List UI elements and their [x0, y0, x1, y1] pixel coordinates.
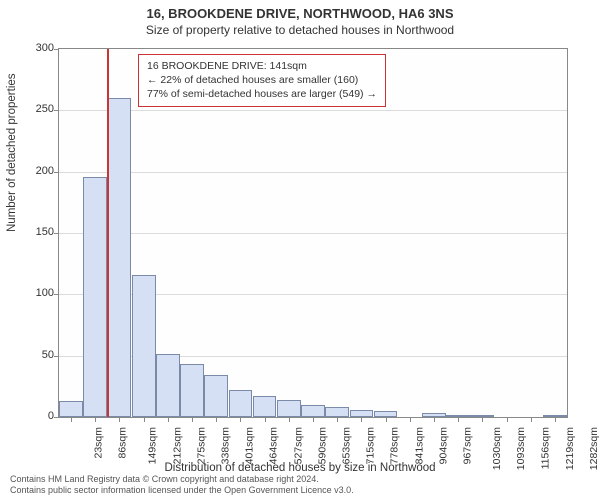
xtick-label: 590sqm	[316, 427, 328, 464]
xtick-label: 401sqm	[244, 427, 256, 464]
xtick-mark	[386, 417, 387, 422]
histogram-bar	[83, 177, 107, 417]
xtick-mark	[265, 417, 266, 422]
xtick-mark	[240, 417, 241, 422]
histogram-bar	[180, 364, 204, 417]
xtick-label: 527sqm	[292, 427, 304, 464]
titles: 16, BROOKDENE DRIVE, NORTHWOOD, HA6 3NS …	[0, 0, 600, 37]
xtick-label: 715sqm	[365, 427, 377, 464]
xtick-label: 338sqm	[219, 427, 231, 464]
xtick-mark	[410, 417, 411, 422]
ytick-label: 150	[14, 226, 54, 238]
title-subtitle: Size of property relative to detached ho…	[0, 23, 600, 37]
histogram-bar	[59, 401, 83, 417]
ytick-label: 200	[14, 165, 54, 177]
ytick-mark	[54, 49, 59, 50]
xtick-mark	[71, 417, 72, 422]
xtick-mark	[337, 417, 338, 422]
xtick-mark	[289, 417, 290, 422]
xtick-mark	[216, 417, 217, 422]
xtick-mark	[95, 417, 96, 422]
histogram-bar	[204, 375, 228, 417]
ytick-mark	[54, 233, 59, 234]
ytick-mark	[54, 294, 59, 295]
histogram-bar	[253, 396, 277, 417]
xtick-mark	[555, 417, 556, 422]
xtick-mark	[192, 417, 193, 422]
xtick-label: 778sqm	[389, 427, 401, 464]
xtick-label: 904sqm	[437, 427, 449, 464]
ytick-mark	[54, 356, 59, 357]
xtick-label: 653sqm	[340, 427, 352, 464]
y-axis-label: Number of detached properties	[6, 73, 18, 232]
xtick-label: 23sqm	[93, 427, 105, 459]
attribution-footer: Contains HM Land Registry data © Crown c…	[10, 474, 354, 496]
ytick-mark	[54, 417, 59, 418]
xtick-mark	[531, 417, 532, 422]
histogram-bar	[132, 275, 156, 417]
xtick-label: 212sqm	[171, 427, 183, 464]
histogram-bar	[156, 354, 180, 417]
xtick-mark	[482, 417, 483, 422]
gridline	[59, 110, 567, 111]
title-address: 16, BROOKDENE DRIVE, NORTHWOOD, HA6 3NS	[0, 6, 600, 21]
annotation-line: 16 BROOKDENE DRIVE: 141sqm	[147, 59, 377, 73]
histogram-bar	[350, 410, 374, 417]
annotation-line: 77% of semi-detached houses are larger (…	[147, 87, 377, 101]
xtick-mark	[507, 417, 508, 422]
histogram-bar	[301, 405, 325, 417]
xtick-label: 86sqm	[117, 427, 129, 459]
xtick-label: 841sqm	[413, 427, 425, 464]
xtick-label: 275sqm	[195, 427, 207, 464]
ytick-mark	[54, 110, 59, 111]
xtick-mark	[313, 417, 314, 422]
ytick-label: 300	[14, 42, 54, 54]
ytick-label: 0	[14, 410, 54, 422]
ytick-mark	[54, 172, 59, 173]
xtick-label: 464sqm	[268, 427, 280, 464]
gridline	[59, 233, 567, 234]
histogram-bar	[325, 407, 349, 417]
footer-line-1: Contains HM Land Registry data © Crown c…	[10, 474, 354, 485]
xtick-label: 149sqm	[147, 427, 159, 464]
chart-container: 16, BROOKDENE DRIVE, NORTHWOOD, HA6 3NS …	[0, 0, 600, 500]
ytick-label: 100	[14, 287, 54, 299]
xtick-mark	[434, 417, 435, 422]
xtick-mark	[361, 417, 362, 422]
xtick-mark	[144, 417, 145, 422]
ytick-label: 250	[14, 103, 54, 115]
annotation-box: 16 BROOKDENE DRIVE: 141sqm← 22% of detac…	[138, 54, 386, 107]
histogram-bar	[277, 400, 301, 417]
property-marker-line	[107, 49, 109, 417]
histogram-bar	[108, 98, 132, 417]
x-axis-label: Distribution of detached houses by size …	[0, 462, 600, 474]
xtick-mark	[119, 417, 120, 422]
footer-line-2: Contains public sector information licen…	[10, 485, 354, 496]
xtick-mark	[168, 417, 169, 422]
annotation-line: ← 22% of detached houses are smaller (16…	[147, 73, 377, 87]
xtick-mark	[458, 417, 459, 422]
histogram-bar	[229, 390, 253, 417]
ytick-label: 50	[14, 349, 54, 361]
plot-area: 23sqm86sqm149sqm212sqm275sqm338sqm401sqm…	[58, 48, 568, 418]
xtick-label: 967sqm	[461, 427, 473, 464]
gridline	[59, 172, 567, 173]
